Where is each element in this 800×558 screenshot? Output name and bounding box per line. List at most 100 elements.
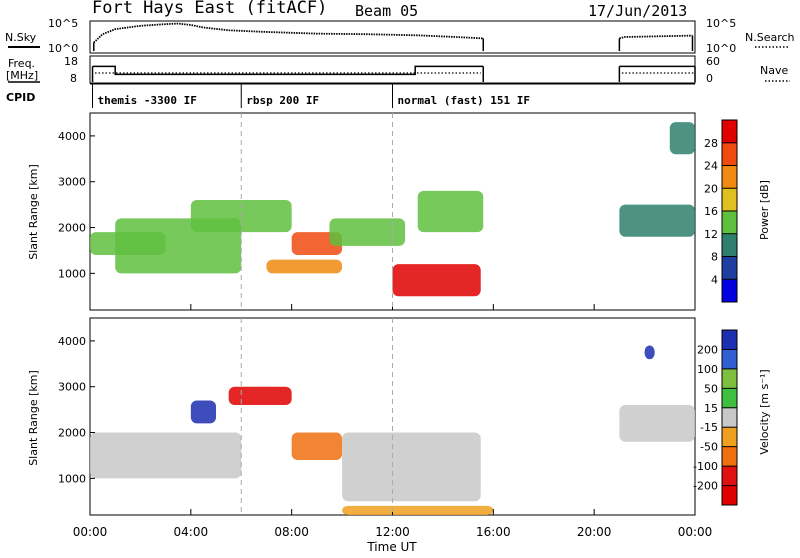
velocity-region-6 — [619, 405, 695, 442]
freq-frame — [89, 55, 696, 84]
velocity-cbar-swatch-6 — [722, 446, 737, 467]
velocity-colorbar: 200 100 50 15 -15 -50 -100 -200 — [693, 329, 738, 506]
velocity-cbar-swatch-5 — [722, 427, 737, 448]
power-cbar-swatch-6 — [722, 142, 737, 166]
velocity-cbar-label-5: -50 — [700, 441, 718, 454]
velocity-region-7 — [644, 345, 655, 360]
velocity-region-0 — [90, 432, 242, 479]
velocity-cbar-label-7: -200 — [693, 480, 718, 493]
cpid-segment-label-1: rbsp 200 IF — [246, 94, 319, 107]
power-panel: 1000 2000 3000 4000 Slant Range [km] 4 8 12 16… — [27, 112, 771, 311]
freq-strip: Freq. [MHz] 18 8 60 0 Nave — [6, 55, 790, 85]
velocity-cbar-label-2: 50 — [704, 382, 718, 395]
velocity-cbar-label-4: -15 — [700, 421, 718, 434]
power-ytick-label-2: 3000 — [58, 176, 86, 189]
power-colorbar: 4 8 12 16 20 24 28 — [704, 119, 738, 303]
velocity-ytick-label-3: 4000 — [58, 335, 86, 348]
time-tick-label-6: 00:00 — [678, 525, 713, 539]
time-tick-label-0: 00:00 — [73, 525, 108, 539]
power-cbar-swatch-1 — [722, 256, 737, 280]
velocity-region-1 — [190, 400, 217, 424]
power-cbar-swatch-5 — [722, 165, 737, 189]
power-cbar-label-6: 28 — [704, 137, 718, 150]
nsky-line-0 — [93, 22, 484, 44]
mode-change-lines — [240, 113, 393, 515]
velocity-ylabel: Slant Range [km] — [27, 370, 40, 466]
velocity-panel: 1000 2000 3000 4000 Slant Range [km] 200 100… — [27, 317, 771, 516]
velocity-cbar-swatch-4 — [722, 407, 737, 428]
freq-label: Freq. — [8, 57, 35, 70]
time-tick-label-2: 08:00 — [274, 525, 309, 539]
cpid-strip: CPID themis -3300 IF rbsp 200 IF normal (f… — [6, 83, 695, 108]
power-region-7 — [417, 190, 484, 233]
velocity-cbar-label-6: -100 — [693, 460, 718, 473]
nsky-right-tick-bottom: 10^0 — [706, 42, 736, 55]
nsky-label: N.Sky — [5, 31, 37, 44]
power-ylabel: Slant Range [km] — [27, 164, 40, 260]
velocity-data-regions — [90, 345, 695, 515]
velocity-region-4 — [342, 432, 481, 502]
power-cbar-label-3: 16 — [704, 205, 718, 218]
velocity-cbar-swatch-3 — [722, 388, 737, 409]
velocity-cbar-frame — [721, 329, 738, 506]
power-region-6 — [392, 264, 481, 297]
velocity-y-axis: 1000 2000 3000 4000 — [58, 335, 95, 485]
power-cbar-label-0: 4 — [711, 273, 718, 286]
power-cbar-label-1: 8 — [711, 251, 718, 264]
time-tick-label-4: 16:00 — [476, 525, 511, 539]
power-region-8 — [619, 204, 695, 237]
velocity-cbar-label-3: 15 — [704, 402, 718, 415]
velocity-cbar-swatch-7 — [722, 466, 737, 487]
power-region-9 — [669, 122, 695, 155]
velocity-cbar-label: Velocity [m s⁻¹] — [758, 369, 771, 454]
nsky-frame — [89, 20, 696, 54]
velocity-cbar-swatch-0 — [722, 330, 737, 350]
power-cbar-swatch-2 — [722, 233, 737, 257]
power-ytick-label-1: 2000 — [58, 222, 86, 235]
power-cbar-label-5: 24 — [704, 160, 718, 173]
time-axis: 00:00 04:00 08:00 12:00 16:00 20:00 00:00 — [73, 304, 713, 539]
power-cbar-swatch-0 — [722, 279, 737, 303]
nsky-strip: N.Sky 10^5 10^0 10^5 10^0 N.Search — [5, 17, 795, 55]
station-title: Fort Hays East (fitACF) — [92, 0, 327, 18]
power-data-regions — [90, 122, 695, 297]
power-cbar-swatch-7 — [722, 120, 737, 144]
velocity-ytick-label-0: 1000 — [58, 472, 86, 485]
velocity-cbar-label-0: 200 — [697, 343, 718, 356]
power-y-axis: 1000 2000 3000 4000 — [58, 130, 95, 280]
date-label: 17/Jun/2013 — [588, 2, 687, 20]
velocity-ytick-label-2: 3000 — [58, 381, 86, 394]
power-cbar-swatch-3 — [722, 211, 737, 235]
time-tick-label-5: 20:00 — [577, 525, 612, 539]
velocity-ytick-label-1: 2000 — [58, 427, 86, 440]
power-cbar-label-2: 12 — [704, 228, 718, 241]
velocity-cbar-swatch-1 — [722, 349, 737, 370]
freq-left-tick-top: 18 — [64, 55, 78, 68]
freq-left-tick-bottom: 8 — [70, 72, 77, 85]
velocity-region-3 — [291, 432, 343, 461]
cpid-segment-label-2: normal (fast) 151 IF — [398, 94, 530, 107]
nsky-left-tick-bottom: 10^0 — [48, 42, 78, 55]
freq-line-0 — [92, 65, 484, 76]
power-region-4 — [266, 259, 343, 274]
freq-unit-label: [MHz] — [6, 69, 38, 82]
velocity-region-2 — [228, 386, 292, 406]
nsky-line-1 — [619, 34, 693, 40]
freq-right-tick-top: 60 — [706, 55, 720, 68]
nsky-right-tick-top: 10^5 — [706, 17, 736, 30]
power-ytick-label-3: 4000 — [58, 130, 86, 143]
cpid-segments: themis -3300 IF rbsp 200 IF normal (fast) … — [92, 84, 530, 108]
velocity-region-5 — [342, 505, 494, 515]
power-region-5 — [329, 218, 406, 246]
nsky-series — [93, 22, 694, 51]
time-tick-label-3: 12:00 — [375, 525, 410, 539]
time-axis-label: Time UT — [366, 540, 417, 554]
power-cbar-label-4: 20 — [704, 182, 718, 195]
velocity-cbar-swatch-2 — [722, 368, 737, 389]
power-cbar-swatch-4 — [722, 188, 737, 212]
nave-label: Nave — [760, 64, 788, 77]
power-cbar-label: Power [dB] — [758, 180, 771, 240]
nsky-left-tick-top: 10^5 — [48, 17, 78, 30]
cpid-label: CPID — [6, 91, 35, 104]
